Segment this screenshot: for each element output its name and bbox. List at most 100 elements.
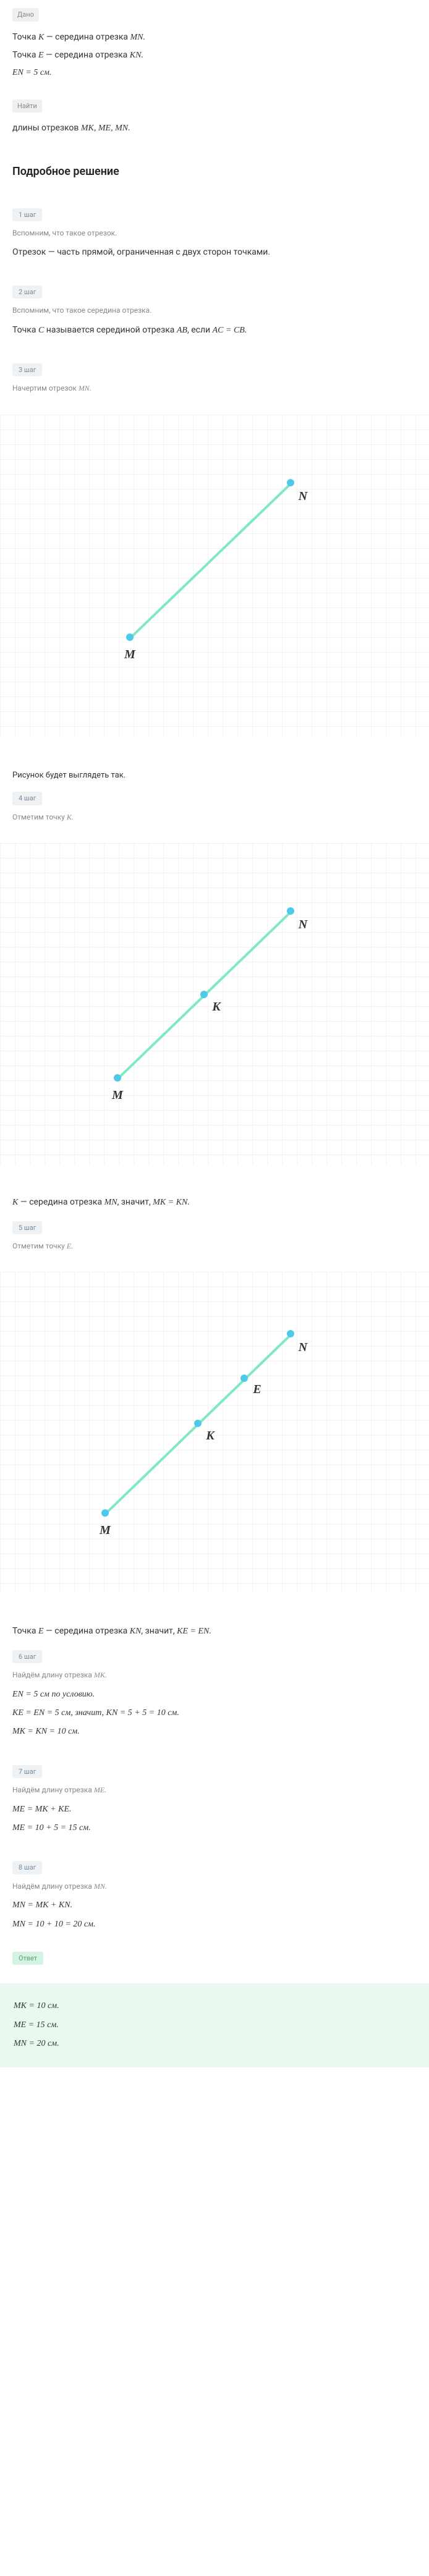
math: K [12, 1198, 18, 1207]
point-label-N: N [299, 486, 307, 506]
find-tag: Найти [12, 100, 42, 113]
text: , если [187, 325, 213, 335]
diagram-3: M K E N [0, 1272, 429, 1593]
step-label: 8 шаг [12, 1861, 42, 1875]
point-N [287, 1330, 294, 1337]
text: Точка [12, 325, 38, 335]
math: KN. [130, 51, 143, 60]
point-label-M: M [100, 1520, 111, 1540]
point-label-E: E [253, 1379, 261, 1399]
given-block: Дано Точка K — середина отрезка MN. Точк… [0, 0, 429, 91]
step-hint: Отметим точку K. [12, 811, 417, 823]
math: E [38, 51, 44, 60]
step-body: ME = MK + KE. [12, 1803, 417, 1816]
step-body: MK = KN = 10 см. [12, 1725, 417, 1739]
point-K [200, 991, 208, 998]
math: E [38, 1627, 44, 1636]
math: MN. [115, 124, 130, 133]
text: — середина отрезка [44, 50, 130, 60]
point-N [287, 479, 294, 486]
math: MN. [94, 1882, 107, 1891]
step-body: Отрезок — часть прямой, ограниченная с д… [12, 245, 417, 259]
text: Точка [12, 50, 38, 60]
segment-line [129, 483, 292, 639]
answer-tag: Ответ [12, 1952, 43, 1965]
given-line-3: EN = 5 см. [12, 66, 417, 80]
math: MK, [81, 124, 98, 133]
find-line: длины отрезков MK, ME, MN. [12, 121, 417, 135]
answer-line: MN = 20 см. [14, 2037, 415, 2051]
text: Найдём длину отрезка [12, 1671, 94, 1679]
text: Начертим отрезок [12, 384, 79, 392]
given-line-2: Точка E — середина отрезка KN. [12, 48, 417, 62]
solution-heading: Подробное решение [12, 163, 417, 181]
math: K [38, 33, 44, 42]
point-label-N: N [299, 1337, 307, 1357]
text: Найдём длину отрезка [12, 1882, 94, 1891]
answer-line: ME = 15 см. [14, 2019, 415, 2032]
step-1: 1 шаг Вспомним, что такое отрезок. Отрез… [0, 195, 429, 272]
text: Отметим точку [12, 1242, 67, 1250]
answer-box: MK = 10 см. ME = 15 см. MN = 20 см. [0, 1983, 429, 2067]
text: — середина отрезка [44, 1626, 130, 1636]
text: — середина отрезка [44, 32, 130, 42]
step-3: 3 шаг Начертим отрезок MN. [0, 350, 429, 409]
step-hint: Вспомним, что такое отрезок. [12, 227, 417, 239]
point-N [287, 907, 294, 915]
text: Отметим точку [12, 813, 67, 821]
diagram-caption: Рисунок будет выглядеть так. [12, 769, 417, 782]
step-pre: K — середина отрезка MN, значит, MK = KN… [12, 1195, 417, 1210]
math: E. [67, 1242, 73, 1250]
step-label: 6 шаг [12, 1650, 42, 1664]
point-M [114, 1074, 121, 1082]
point-label-K: K [206, 1426, 214, 1446]
step-2: 2 шаг Вспомним, что такое середина отрез… [0, 272, 429, 350]
step-label: 2 шаг [12, 286, 42, 299]
math: KN [130, 1627, 142, 1636]
text: Найдём длину отрезка [12, 1786, 94, 1794]
step-hint: Найдём длину отрезка MN. [12, 1881, 417, 1892]
math: ME, [98, 124, 115, 133]
step-label: 5 шаг [12, 1221, 42, 1235]
step-body: MN = MK + KN. [12, 1899, 417, 1912]
math: MN. [79, 384, 91, 392]
math: KE = EN. [177, 1627, 211, 1636]
step-body: MN = 10 + 10 = 20 см. [12, 1918, 417, 1931]
step-label: 3 шаг [12, 363, 42, 377]
math: C [38, 326, 44, 335]
math: MN [104, 1198, 117, 1207]
math: MK = KN. [153, 1198, 190, 1207]
answer-line: MK = 10 см. [14, 1999, 415, 2013]
step-label: 7 шаг [12, 1765, 42, 1779]
text: Точка [12, 32, 38, 42]
find-block: Найти длины отрезков MK, ME, MN. [0, 91, 429, 147]
given-line-1: Точка K — середина отрезка MN. [12, 30, 417, 44]
math: K. [67, 813, 74, 821]
math: MN. [130, 33, 146, 42]
math: AC = CB. [213, 326, 247, 335]
step-8: 8 шаг Найдём длину отрезка MN. MN = MK +… [0, 1847, 429, 1944]
text: Точка [12, 1626, 38, 1636]
step-pre: Точка E — середина отрезка KN, значит, K… [12, 1624, 417, 1638]
step-body: ME = 10 + 5 = 15 см. [12, 1821, 417, 1835]
step-hint: Найдём длину отрезка ME. [12, 1784, 417, 1796]
step-4-intro: Рисунок будет выглядеть так. 4 шаг Отмет… [0, 755, 429, 837]
text: длины отрезков [12, 123, 81, 133]
step-5: K — середина отрезка MN, значит, MK = KN… [0, 1183, 429, 1266]
point-label-K: K [212, 997, 220, 1017]
point-K [194, 1420, 202, 1427]
step-6: Точка E — середина отрезка KN, значит, K… [0, 1612, 429, 1751]
step-body: KE = EN = 5 см, значит, KN = 5 + 5 = 10 … [12, 1706, 417, 1720]
point-label-M: M [112, 1085, 123, 1105]
step-7: 7 шаг Найдём длину отрезка ME. ME = MK +… [0, 1752, 429, 1848]
diagram-1: MN [0, 415, 429, 736]
step-hint: Вспомним, что такое середина отрезка. [12, 305, 417, 316]
math: AB [177, 326, 187, 335]
step-label: 4 шаг [12, 792, 42, 805]
step-hint: Найдём длину отрезка MK. [12, 1669, 417, 1681]
diagram-2: M K N [0, 843, 429, 1164]
point-label-N: N [299, 915, 307, 934]
text: — середина отрезка [18, 1197, 104, 1207]
step-hint: Отметим точку E. [12, 1240, 417, 1252]
point-M [126, 633, 134, 641]
